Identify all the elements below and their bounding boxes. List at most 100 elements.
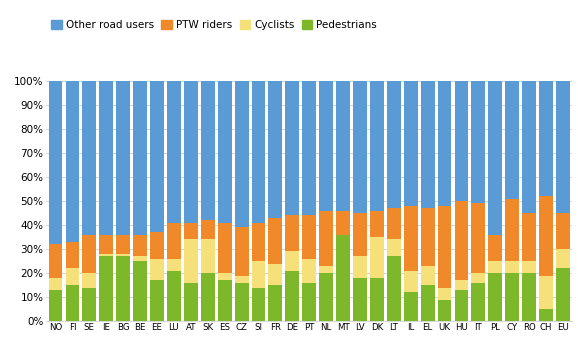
Bar bbox=[201, 81, 214, 220]
Bar bbox=[49, 244, 62, 278]
Bar bbox=[370, 278, 384, 321]
Bar bbox=[83, 81, 97, 235]
Bar bbox=[505, 261, 519, 273]
Bar bbox=[235, 227, 249, 275]
Bar bbox=[522, 273, 536, 321]
Bar bbox=[505, 273, 519, 321]
Bar bbox=[556, 249, 570, 268]
Bar bbox=[472, 81, 486, 203]
Bar bbox=[522, 261, 536, 273]
Bar bbox=[353, 213, 367, 256]
Bar bbox=[421, 266, 435, 285]
Bar bbox=[319, 273, 333, 321]
Bar bbox=[454, 81, 468, 201]
Bar bbox=[370, 81, 384, 210]
Bar bbox=[133, 81, 147, 235]
Bar bbox=[438, 81, 451, 206]
Bar bbox=[49, 81, 62, 244]
Bar bbox=[472, 283, 486, 321]
Bar bbox=[83, 235, 97, 273]
Bar bbox=[505, 81, 519, 199]
Bar bbox=[286, 271, 299, 321]
Bar bbox=[184, 81, 198, 223]
Bar bbox=[556, 81, 570, 213]
Bar bbox=[421, 81, 435, 208]
Bar bbox=[302, 81, 316, 216]
Bar bbox=[539, 309, 553, 321]
Bar bbox=[472, 203, 486, 273]
Bar bbox=[438, 288, 451, 300]
Bar bbox=[539, 81, 553, 196]
Bar bbox=[235, 275, 249, 283]
Bar bbox=[387, 239, 401, 256]
Bar bbox=[353, 278, 367, 321]
Bar bbox=[454, 290, 468, 321]
Bar bbox=[116, 256, 130, 321]
Bar bbox=[539, 275, 553, 309]
Bar bbox=[505, 199, 519, 261]
Bar bbox=[387, 256, 401, 321]
Bar bbox=[370, 237, 384, 278]
Bar bbox=[116, 81, 130, 235]
Bar bbox=[488, 81, 502, 235]
Bar bbox=[336, 235, 350, 321]
Bar bbox=[184, 223, 198, 239]
Bar bbox=[49, 278, 62, 290]
Bar bbox=[336, 210, 350, 235]
Bar bbox=[251, 261, 265, 288]
Bar bbox=[268, 81, 282, 218]
Bar bbox=[150, 259, 164, 280]
Bar bbox=[522, 213, 536, 261]
Bar bbox=[454, 280, 468, 290]
Bar bbox=[268, 218, 282, 264]
Bar bbox=[302, 283, 316, 321]
Bar bbox=[65, 285, 79, 321]
Bar bbox=[116, 235, 130, 254]
Bar bbox=[539, 196, 553, 275]
Bar bbox=[167, 223, 181, 259]
Bar bbox=[99, 81, 113, 235]
Bar bbox=[353, 81, 367, 213]
Bar bbox=[404, 271, 418, 292]
Bar bbox=[438, 300, 451, 321]
Bar bbox=[133, 261, 147, 321]
Bar bbox=[65, 81, 79, 242]
Bar bbox=[150, 232, 164, 259]
Bar bbox=[218, 81, 232, 223]
Bar bbox=[286, 252, 299, 271]
Bar bbox=[150, 81, 164, 232]
Bar bbox=[65, 242, 79, 268]
Bar bbox=[404, 206, 418, 271]
Bar bbox=[286, 81, 299, 216]
Bar bbox=[83, 288, 97, 321]
Bar bbox=[99, 254, 113, 256]
Bar bbox=[218, 280, 232, 321]
Bar bbox=[116, 254, 130, 256]
Bar bbox=[556, 213, 570, 249]
Legend: Other road users, PTW riders, Cyclists, Pedestrians: Other road users, PTW riders, Cyclists, … bbox=[51, 20, 377, 30]
Bar bbox=[302, 216, 316, 259]
Bar bbox=[201, 239, 214, 273]
Bar bbox=[49, 290, 62, 321]
Bar bbox=[454, 201, 468, 280]
Bar bbox=[201, 273, 214, 321]
Bar bbox=[167, 81, 181, 223]
Bar bbox=[438, 206, 451, 288]
Bar bbox=[218, 223, 232, 273]
Bar bbox=[421, 208, 435, 266]
Bar bbox=[268, 285, 282, 321]
Bar bbox=[522, 81, 536, 213]
Bar bbox=[99, 256, 113, 321]
Bar bbox=[302, 259, 316, 283]
Bar bbox=[235, 81, 249, 227]
Bar bbox=[421, 285, 435, 321]
Bar bbox=[319, 266, 333, 273]
Bar bbox=[488, 235, 502, 261]
Bar bbox=[319, 210, 333, 266]
Bar bbox=[251, 223, 265, 261]
Bar bbox=[387, 208, 401, 239]
Bar bbox=[387, 81, 401, 208]
Bar bbox=[404, 81, 418, 206]
Bar bbox=[133, 235, 147, 256]
Bar bbox=[353, 256, 367, 278]
